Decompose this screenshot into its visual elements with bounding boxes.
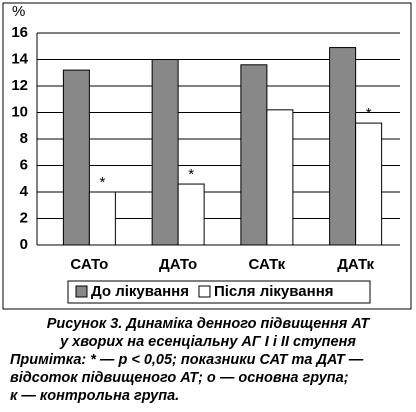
y-tick-label: 8	[20, 130, 28, 147]
y-unit: %	[12, 3, 25, 20]
bar	[240, 64, 268, 246]
x-tick-label: ДАТо	[159, 256, 197, 273]
y-tick-label: 4	[20, 183, 29, 200]
bar	[329, 47, 357, 246]
bar	[62, 69, 90, 246]
y-tick-label: 12	[11, 77, 28, 94]
legend-label: Після лікування	[214, 283, 334, 300]
y-tick-label: 14	[11, 50, 28, 67]
bar	[151, 59, 179, 246]
legend-label: До лікування	[91, 283, 189, 300]
legend-swatch	[198, 285, 211, 298]
y-tick-label: 0	[20, 236, 28, 253]
caption-note: к — контрольна група.	[10, 388, 179, 404]
x-tick-label: ДАТк	[337, 256, 374, 273]
y-tick-label: 6	[20, 156, 28, 173]
significance-marker: *	[99, 174, 105, 191]
bar	[355, 122, 383, 246]
caption-note: Примітка: * — р < 0,05; показники САТ та…	[10, 352, 364, 368]
significance-marker: *	[366, 105, 372, 122]
x-tick-label: САТо	[70, 256, 108, 273]
chart-frame	[2, 2, 412, 310]
caption-note: відсоток підвищеного АТ; о — основна гру…	[10, 370, 349, 386]
y-tick-label: 2	[20, 209, 28, 226]
y-tick-label: 16	[11, 24, 28, 41]
y-tick-label: 10	[11, 103, 28, 120]
bar	[266, 109, 294, 246]
bar	[88, 191, 116, 246]
legend-swatch	[75, 285, 88, 298]
bar	[177, 183, 205, 246]
legend-box	[67, 280, 371, 304]
x-tick-label: САТк	[249, 256, 286, 273]
significance-marker: *	[188, 166, 194, 183]
caption-title: Рисунок 3. Динаміка денного підвищення А…	[47, 316, 371, 332]
caption-title: у хворих на есенціальну АГ І і ІІ ступен…	[59, 334, 356, 350]
